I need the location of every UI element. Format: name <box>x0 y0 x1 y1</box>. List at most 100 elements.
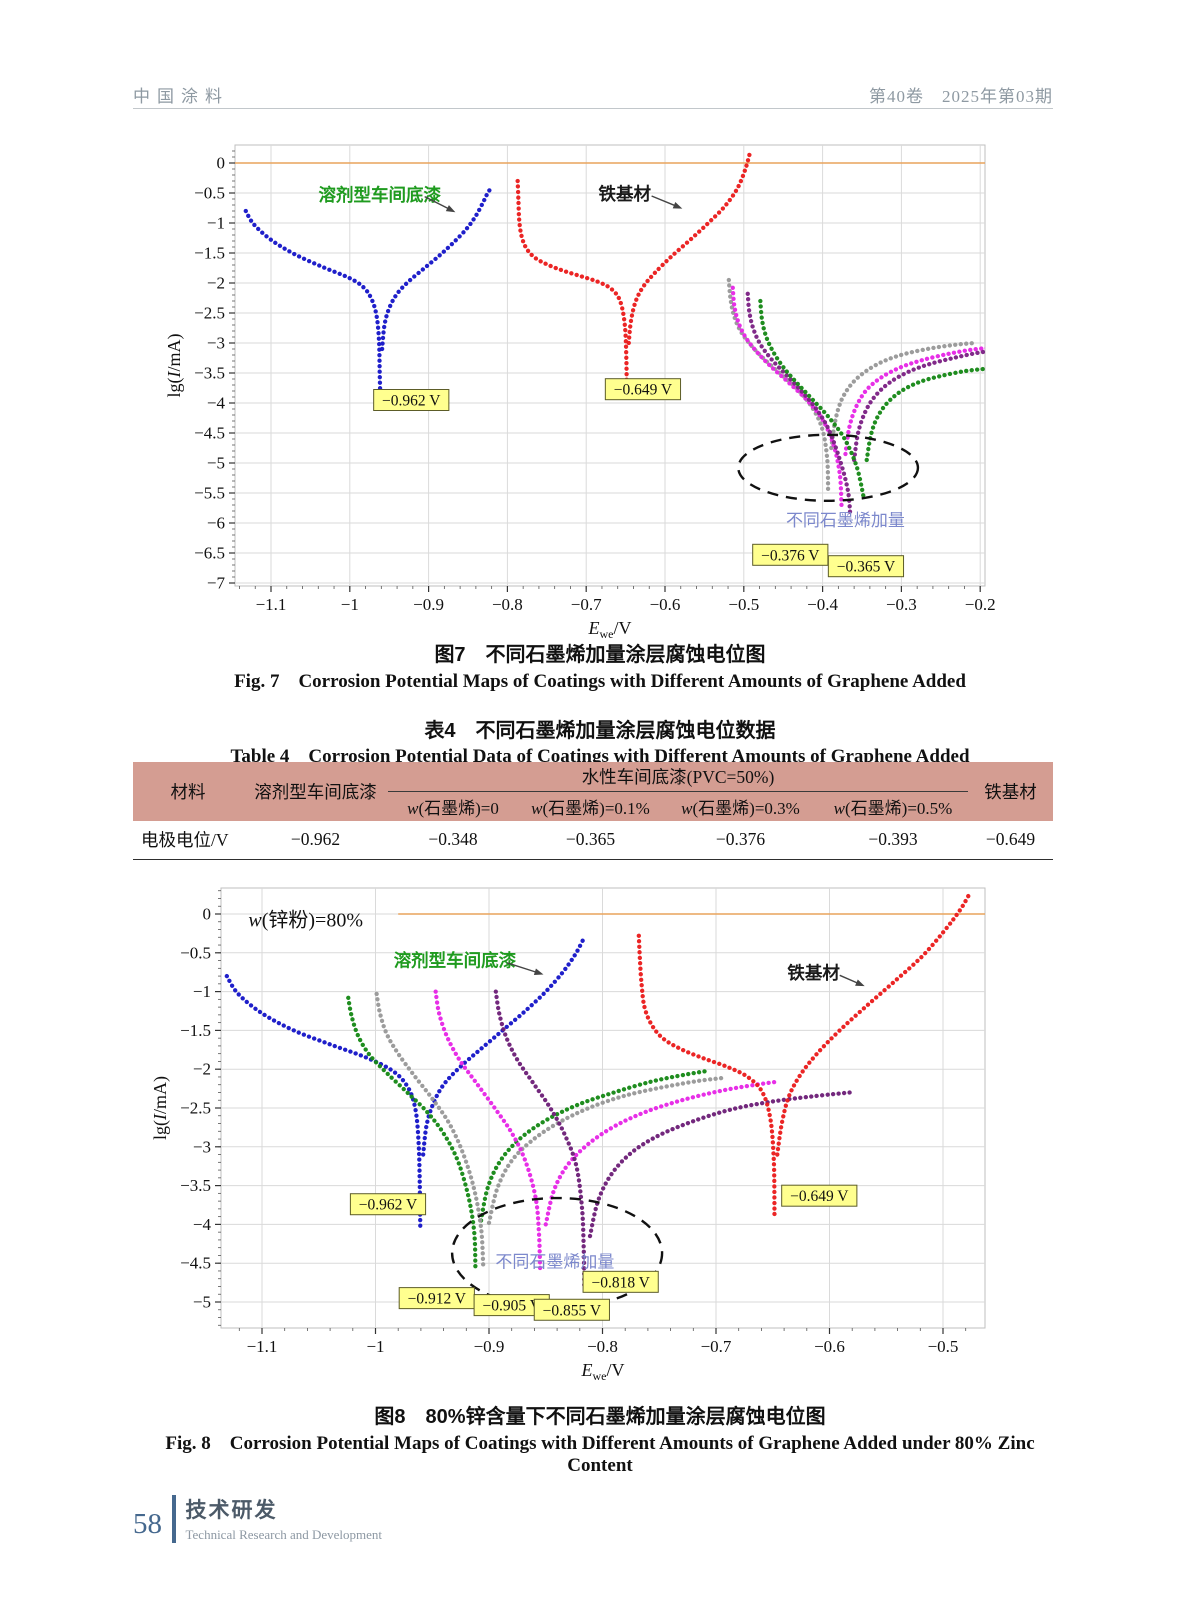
subcol-graphene-0.1: w(石墨烯)=0.1% <box>518 791 663 821</box>
svg-text:−4: −4 <box>193 1215 212 1234</box>
svg-text:不同石墨烯加量: 不同石墨烯加量 <box>495 1253 614 1272</box>
figure8-caption-en: Fig. 8 Corrosion Potential Maps of Coati… <box>165 1433 1035 1476</box>
svg-text:0: 0 <box>217 154 226 173</box>
svg-text:−0.818 V: −0.818 V <box>591 1274 650 1291</box>
svg-text:0: 0 <box>203 905 212 924</box>
svg-text:−3.5: −3.5 <box>180 1176 211 1195</box>
svg-text:−0.962 V: −0.962 V <box>359 1197 418 1214</box>
svg-text:−0.3: −0.3 <box>886 595 917 614</box>
col-header-solvent-primer: 溶剂型车间底漆 <box>243 762 388 821</box>
svg-text:Ewe/V: Ewe/V <box>581 1360 625 1383</box>
subcol-graphene-0.3: w(石墨烯)=0.3% <box>663 791 818 821</box>
page-number: 58 <box>133 1508 162 1540</box>
page-footer: 58 技术研发 Technical Research and Developme… <box>133 1494 382 1543</box>
table4-title-en: Table 4 Corrosion Potential Data of Coat… <box>230 746 970 767</box>
col-header-iron-substrate: 铁基材 <box>968 762 1054 821</box>
svg-text:不同石墨烯加量: 不同石墨烯加量 <box>786 511 905 530</box>
svg-text:lg(I/mA): lg(I/mA) <box>150 1076 171 1140</box>
svg-text:−2: −2 <box>207 274 225 293</box>
col-header-waterborne-group: 水性车间底漆(PVC=50%) <box>388 762 969 792</box>
svg-text:−3.5: −3.5 <box>194 364 225 383</box>
svg-text:−0.5: −0.5 <box>728 595 759 614</box>
journal-name: 中国涂料 <box>133 87 229 106</box>
svg-text:−0.649 V: −0.649 V <box>790 1188 849 1205</box>
svg-text:溶剂型车间底漆: 溶剂型车间底漆 <box>318 185 441 205</box>
svg-text:−0.376 V: −0.376 V <box>761 547 820 564</box>
svg-text:−2.5: −2.5 <box>180 1099 211 1118</box>
svg-text:w(锌粉)=80%: w(锌粉)=80% <box>248 908 363 931</box>
svg-text:−0.905 V: −0.905 V <box>482 1298 541 1315</box>
row-label: 电极电位/V <box>141 830 229 850</box>
svg-text:−1: −1 <box>193 982 211 1001</box>
svg-text:−4: −4 <box>207 394 226 413</box>
svg-text:−6: −6 <box>207 514 225 533</box>
svg-text:−0.962 V: −0.962 V <box>382 393 441 410</box>
svg-text:−0.649 V: −0.649 V <box>614 382 673 399</box>
svg-text:−0.9: −0.9 <box>474 1337 505 1356</box>
svg-text:−0.9: −0.9 <box>413 595 444 614</box>
svg-text:−1.1: −1.1 <box>247 1337 278 1356</box>
svg-text:−0.912 V: −0.912 V <box>408 1291 467 1308</box>
svg-text:Ewe/V: Ewe/V <box>588 618 632 640</box>
value-graphene-0.5: −0.393 <box>868 829 918 849</box>
figure7-corrosion-potential-chart: −1.1 −1 −0.9 −0.8 −0.7 −0.6 −0.5 −0.4 −0.3 −0.2 0 −… <box>164 144 996 640</box>
table4-corrosion-data: 材料 溶剂型车间底漆 水性车间底漆(PVC=50%) 铁基材 w(石墨烯)=0 … <box>133 762 1054 860</box>
svg-text:−0.5: −0.5 <box>928 1337 959 1356</box>
figure7-caption-zh: 图7 不同石墨烯加量涂层腐蚀电位图 <box>434 644 766 666</box>
svg-text:−0.8: −0.8 <box>492 595 523 614</box>
issue-info: 第40卷 2025年第03期 <box>869 87 1053 106</box>
header-divider <box>133 108 1053 109</box>
svg-text:−1.1: −1.1 <box>256 595 287 614</box>
svg-text:−0.4: −0.4 <box>807 595 838 614</box>
svg-text:−1.5: −1.5 <box>194 244 225 263</box>
svg-text:−0.2: −0.2 <box>965 595 996 614</box>
svg-text:铁基材: 铁基材 <box>599 184 652 204</box>
svg-text:−1: −1 <box>366 1337 384 1356</box>
svg-text:−0.6: −0.6 <box>650 595 681 614</box>
footer-divider-bar <box>172 1494 176 1543</box>
svg-text:−0.5: −0.5 <box>180 943 211 962</box>
svg-text:−5: −5 <box>193 1293 211 1312</box>
table4-title-zh: 表4 不同石墨烯加量涂层腐蚀电位数据 <box>424 720 776 742</box>
col-header-material: 材料 <box>133 762 243 821</box>
value-solvent-primer: −0.962 <box>290 829 341 849</box>
svg-text:−5: −5 <box>207 454 225 473</box>
svg-text:−0.6: −0.6 <box>814 1337 845 1356</box>
svg-text:−2.5: −2.5 <box>194 304 225 323</box>
page-header: 中国涂料 第40卷 2025年第03期 <box>133 82 1053 107</box>
svg-text:铁基材: 铁基材 <box>787 963 840 983</box>
figure8-caption-zh: 图8 80%锌含量下不同石墨烯加量涂层腐蚀电位图 <box>374 1406 826 1428</box>
figure7-caption-en: Fig. 7 Corrosion Potential Maps of Coati… <box>234 671 966 692</box>
subcol-graphene-0.5: w(石墨烯)=0.5% <box>818 791 969 821</box>
figure8-corrosion-potential-chart: −1.1 −1 −0.9 −0.8 −0.7 −0.6 −0.5 0 −0.5 −1 −1.5 −2 −… <box>150 887 986 1383</box>
svg-text:−3: −3 <box>207 334 225 353</box>
svg-text:−1: −1 <box>341 595 359 614</box>
svg-text:−0.365 V: −0.365 V <box>837 559 896 576</box>
svg-text:−3: −3 <box>193 1137 211 1156</box>
svg-text:−1: −1 <box>207 214 225 233</box>
svg-text:−2: −2 <box>193 1060 211 1079</box>
value-graphene-0.1: −0.365 <box>565 829 616 849</box>
footer-section: 技术研发 Technical Research and Development <box>186 1494 383 1543</box>
value-graphene-0.3: −0.376 <box>715 829 766 849</box>
svg-text:−0.5: −0.5 <box>194 184 225 203</box>
svg-text:溶剂型车间底漆: 溶剂型车间底漆 <box>394 951 517 971</box>
table-row-electrode-potential: 电极电位/V −0.962 −0.348 −0.365 −0.376 −0.39… <box>133 821 1054 860</box>
svg-text:−6.5: −6.5 <box>194 544 225 563</box>
svg-text:−4.5: −4.5 <box>194 424 225 443</box>
svg-text:−0.855 V: −0.855 V <box>543 1302 602 1319</box>
section-title-en: Technical Research and Development <box>185 1527 383 1542</box>
svg-text:−1.5: −1.5 <box>180 1021 211 1040</box>
svg-text:−0.8: −0.8 <box>587 1337 618 1356</box>
svg-text:−0.7: −0.7 <box>571 595 602 614</box>
value-graphene-0: −0.348 <box>428 829 478 849</box>
subcol-graphene-0: w(石墨烯)=0 <box>388 791 518 821</box>
section-title-zh: 技术研发 <box>185 1499 278 1522</box>
svg-text:−5.5: −5.5 <box>194 484 225 503</box>
value-iron-substrate: −0.649 <box>985 829 1036 849</box>
svg-text:lg(I/mA): lg(I/mA) <box>164 333 185 397</box>
svg-text:−4.5: −4.5 <box>180 1254 211 1273</box>
svg-text:−7: −7 <box>207 574 226 593</box>
svg-text:−0.7: −0.7 <box>701 1337 732 1356</box>
